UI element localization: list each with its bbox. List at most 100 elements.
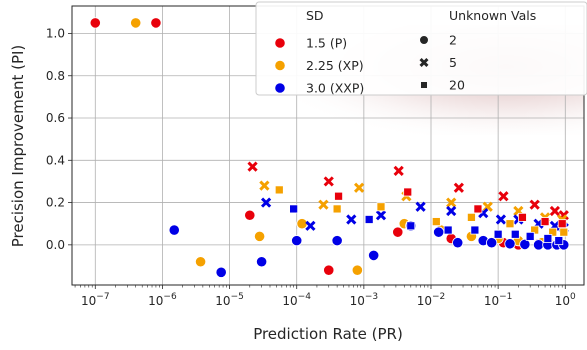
x-axis: 10−7 10−6 10−5 10−4 10−3 10−2 10−1 100 — [74, 285, 576, 308]
x-tick-label: 10−4 — [282, 292, 311, 308]
data-point-square — [473, 204, 483, 214]
data-point-circle — [215, 266, 227, 278]
data-point-square — [403, 187, 413, 197]
x-tick-label: 10−2 — [417, 292, 446, 308]
data-point-square — [470, 225, 480, 235]
y-tick-label: 0.6 — [46, 111, 65, 125]
data-point-square — [505, 219, 515, 229]
legend-hue-label: 1.5 (P) — [306, 36, 347, 51]
legend-style-label: 5 — [449, 55, 457, 70]
legend-hue-marker — [274, 59, 286, 72]
data-point-square — [557, 219, 567, 229]
data-point-x — [498, 191, 509, 202]
data-point-square — [289, 204, 299, 214]
data-point-square — [540, 217, 550, 227]
data-point-x — [446, 205, 457, 217]
grid — [72, 6, 584, 285]
legend-style-marker — [419, 35, 429, 45]
data-point-square — [543, 234, 553, 243]
y-axis-title: Precision Improvement (PI) — [9, 45, 27, 248]
legend-hue-marker — [274, 37, 286, 49]
y-tick-label: 0.8 — [46, 69, 65, 83]
data-point-circle — [486, 237, 498, 249]
legend-style-label: 20 — [449, 78, 465, 93]
legend-hue-title: SD — [306, 8, 324, 23]
y-tick-label: 1.0 — [46, 26, 65, 40]
data-point-square — [274, 185, 284, 195]
data-point-square — [525, 231, 535, 241]
data-point-square — [431, 217, 441, 227]
data-point-circle — [323, 264, 335, 276]
legend-style-title: Unknown Vals — [449, 8, 536, 23]
x-tick-label: 10−5 — [215, 292, 244, 308]
data-point-square — [406, 221, 416, 231]
data-point-circle — [519, 238, 531, 251]
data-point-x — [495, 214, 507, 225]
legend-style-marker — [419, 58, 429, 67]
x-tick-label: 100 — [555, 292, 576, 308]
legend: SD Unknown Vals 1.5 (P) 2.25 (XP) 3.0 (XXP) 2… — [255, 1, 587, 96]
data-point-x — [346, 214, 357, 225]
legend-hue-marker — [274, 82, 286, 94]
legend-hue-label: 2.25 (XP) — [306, 58, 364, 73]
y-tick-label: 0.4 — [46, 153, 65, 167]
data-point-circle — [256, 256, 268, 268]
data-point-x — [305, 220, 316, 231]
data-point-x — [260, 197, 272, 208]
data-point-x — [415, 201, 426, 212]
x-tick-label: 10−7 — [81, 292, 110, 308]
data-points — [89, 17, 570, 278]
data-point-x — [529, 199, 540, 210]
data-point-square — [334, 191, 343, 201]
legend-style-marker — [420, 81, 428, 89]
data-point-x — [353, 182, 365, 193]
data-point-x — [393, 165, 404, 176]
data-point-circle — [351, 264, 363, 276]
data-point-square — [548, 227, 558, 237]
data-point-square — [332, 204, 342, 214]
data-point-circle — [89, 17, 101, 29]
data-point-square — [443, 225, 453, 235]
data-point-x — [446, 197, 457, 208]
x-axis-title: Prediction Rate (PR) — [253, 325, 403, 343]
x-tick-label: 10−6 — [148, 292, 177, 308]
legend-hue-label: 3.0 (XXP) — [306, 81, 364, 96]
data-point-circle — [130, 17, 142, 29]
x-tick-label: 10−1 — [484, 292, 513, 308]
data-point-x — [247, 161, 258, 172]
data-point-circle — [194, 256, 207, 268]
data-point-x — [259, 180, 270, 191]
data-point-circle — [452, 237, 464, 249]
data-point-x — [318, 199, 329, 210]
data-point-x — [323, 176, 334, 187]
y-axis: 0.0 0.2 0.4 0.6 0.8 1.0 — [46, 26, 72, 252]
data-point-x — [375, 210, 387, 221]
data-point-x — [549, 205, 560, 217]
legend-style-label: 2 — [449, 33, 457, 48]
data-point-circle — [296, 218, 308, 230]
data-point-circle — [504, 238, 516, 250]
y-tick-label: 0.2 — [46, 196, 65, 210]
data-point-square — [376, 202, 386, 212]
data-point-circle — [331, 235, 343, 247]
data-point-circle — [244, 209, 256, 221]
x-tick-label: 10−3 — [350, 292, 379, 308]
legend-box — [255, 1, 587, 96]
data-point-square — [554, 236, 564, 246]
data-point-square — [517, 212, 527, 222]
data-point-square — [364, 215, 374, 224]
data-point-x — [453, 182, 464, 193]
data-point-circle — [433, 226, 445, 238]
data-point-circle — [368, 249, 380, 262]
data-point-circle — [150, 17, 162, 29]
data-point-square — [466, 212, 476, 222]
data-point-circle — [392, 226, 404, 238]
data-point-square — [559, 227, 569, 237]
y-tick-label: 0.0 — [46, 238, 65, 252]
data-point-square — [493, 229, 503, 239]
data-point-circle — [532, 239, 545, 251]
data-point-circle — [291, 235, 303, 247]
data-point-circle — [168, 224, 180, 236]
